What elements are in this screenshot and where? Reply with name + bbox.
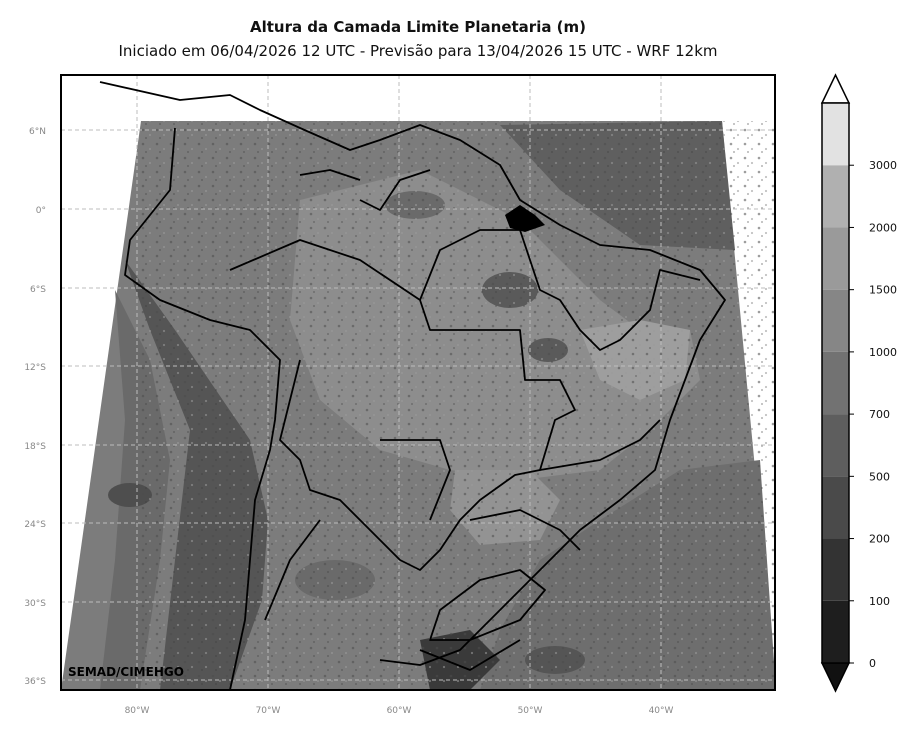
texture [141, 121, 775, 690]
colorbar-segment [822, 600, 849, 663]
colorbar-segment [822, 476, 849, 539]
colorbar-segment [822, 351, 849, 415]
colorbar-extend-max [820, 73, 851, 104]
colorbar-tick-label: 3000 [869, 159, 897, 172]
lat-label: 6°S [30, 285, 46, 295]
lat-label: 30°S [24, 599, 46, 609]
gridlines [61, 75, 775, 690]
colorbar-tick-label: 500 [869, 470, 890, 483]
country-borders [99, 81, 726, 690]
colorbar-tick-label: 700 [869, 408, 890, 421]
lat-label: 36°S [24, 677, 46, 687]
colorbar-segment [822, 289, 849, 352]
colorbar-tick-label: 0 [869, 657, 876, 670]
pblh-field [61, 121, 775, 690]
colorbar: 0 100 200 500 700 1000 1500 2000 3000 [820, 73, 897, 693]
lon-label: 80°W [125, 706, 150, 716]
colorbar-outline [821, 102, 850, 664]
colorbar-segment [822, 414, 849, 477]
colorbar-segment [822, 165, 849, 228]
map-subtitle: Iniciado em 06/04/2026 12 UTC - Previsão… [118, 42, 718, 60]
lat-labels: 6°N 0° 6°S 12°S 18°S 24°S 30°S 36°S [24, 127, 46, 687]
colorbar-extend-min [820, 662, 851, 693]
lat-label: 0° [36, 206, 46, 216]
map-frame [60, 74, 776, 691]
credit-label: SEMAD/CIMEHGO [68, 665, 184, 679]
colorbar-segment [822, 103, 849, 166]
lon-label: 50°W [518, 706, 543, 716]
marajo-island [505, 205, 545, 232]
lat-label: 24°S [24, 520, 46, 530]
lat-label: 18°S [24, 442, 46, 452]
lon-labels: 80°W 70°W 60°W 50°W 40°W [125, 706, 674, 716]
colorbar-tick-label: 200 [869, 533, 890, 546]
colorbar-tick-label: 100 [869, 595, 890, 608]
lon-label: 60°W [387, 706, 412, 716]
lat-label: 12°S [24, 363, 46, 373]
colorbar-tick-label: 2000 [869, 221, 897, 234]
colorbar-tick-label: 1000 [869, 346, 897, 359]
colorbar-segment [822, 227, 849, 290]
map-title: Altura da Camada Limite Planetaria (m) [249, 18, 587, 36]
lon-label: 40°W [649, 706, 674, 716]
colorbar-tick-label: 1500 [869, 284, 897, 297]
lat-label: 6°N [29, 127, 46, 137]
colorbar-segment [822, 538, 849, 601]
lon-label: 70°W [256, 706, 281, 716]
